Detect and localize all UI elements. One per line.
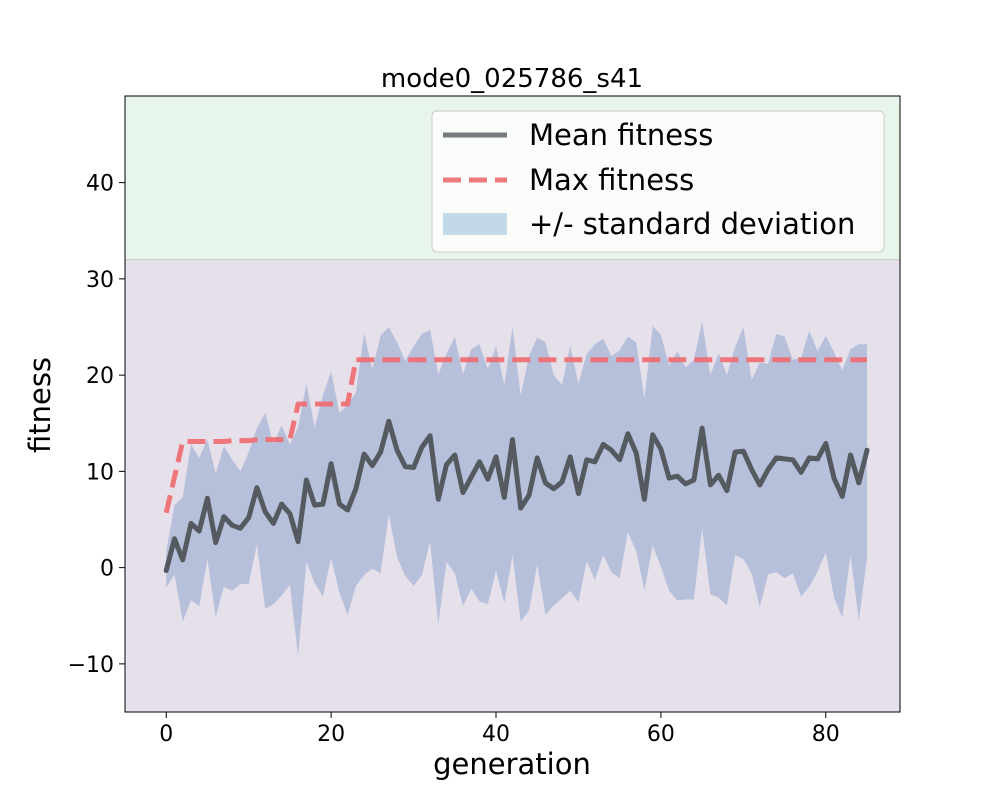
plot-area: [163, 321, 870, 657]
x-tick-label-20: 20: [317, 722, 345, 747]
max-fitness-line: [163, 357, 867, 514]
y-tick-label-0: 0: [100, 557, 114, 582]
y-axis-label: fitness: [23, 357, 57, 453]
plot-frame: [124, 95, 901, 713]
legend-box: [431, 110, 885, 253]
legend-label-max: Max fitness: [529, 163, 694, 197]
axes: 0 20 40 60 80 −10 0 10 20 30 40: [68, 95, 901, 747]
chart-title: mode0_025786_s41: [381, 64, 643, 94]
y-tick-label-40: 40: [86, 172, 114, 197]
mean-fitness-line: [163, 418, 870, 573]
y-tick-label-20: 20: [86, 364, 114, 389]
legend-label-mean: Mean fitness: [529, 118, 713, 152]
x-axis-label: generation: [433, 747, 591, 781]
legend: Mean fitness Max fitness +/- standard de…: [431, 110, 885, 253]
y-tick-label-10: 10: [86, 460, 114, 485]
x-tick-label-0: 0: [159, 722, 173, 747]
legend-swatch-std: [443, 213, 507, 235]
y-tick-label-30: 30: [86, 268, 114, 293]
legend-label-std: +/- standard deviation: [529, 207, 855, 241]
x-tick-label-40: 40: [482, 722, 510, 747]
y-tick-label--10: −10: [68, 653, 114, 678]
x-tick-label-60: 60: [647, 722, 675, 747]
x-tick-label-80: 80: [812, 722, 840, 747]
